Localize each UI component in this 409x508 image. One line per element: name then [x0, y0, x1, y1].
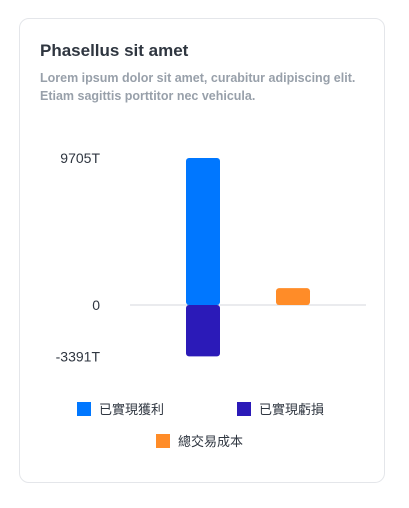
y-tick-label: 0: [92, 297, 100, 313]
y-axis-ticks: 9705T 0 -3391T: [56, 150, 101, 364]
card-title: Phasellus sit amet: [40, 41, 189, 60]
legend-label: 已實現獲利: [99, 402, 165, 417]
bar-3[interactable]: [276, 288, 310, 305]
legend-swatch: [156, 433, 170, 448]
y-tick-label: -3391T: [56, 348, 101, 364]
y-tick-label: 9705T: [60, 150, 100, 166]
legend-label: 總交易成本: [178, 434, 244, 449]
legend-swatch: [237, 401, 251, 416]
legend-swatch: [77, 401, 91, 416]
legend-item[interactable]: 已實現虧損: [237, 399, 324, 418]
legend-item[interactable]: 已實現獲利: [77, 399, 164, 418]
card-subtitle: Lorem ipsum dolor sit amet, curabitur ad…: [40, 71, 356, 103]
bar-chart: 9705T 0 -3391T: [56, 150, 366, 364]
chart-card: Phasellus sit amet Lorem ipsum dolor sit…: [19, 18, 385, 483]
bar-1[interactable]: [186, 158, 220, 305]
bar-2[interactable]: [186, 305, 220, 357]
bars-group: [186, 158, 310, 357]
legend-item[interactable]: 總交易成本: [156, 431, 243, 450]
legend-label: 已實現虧損: [259, 402, 325, 417]
